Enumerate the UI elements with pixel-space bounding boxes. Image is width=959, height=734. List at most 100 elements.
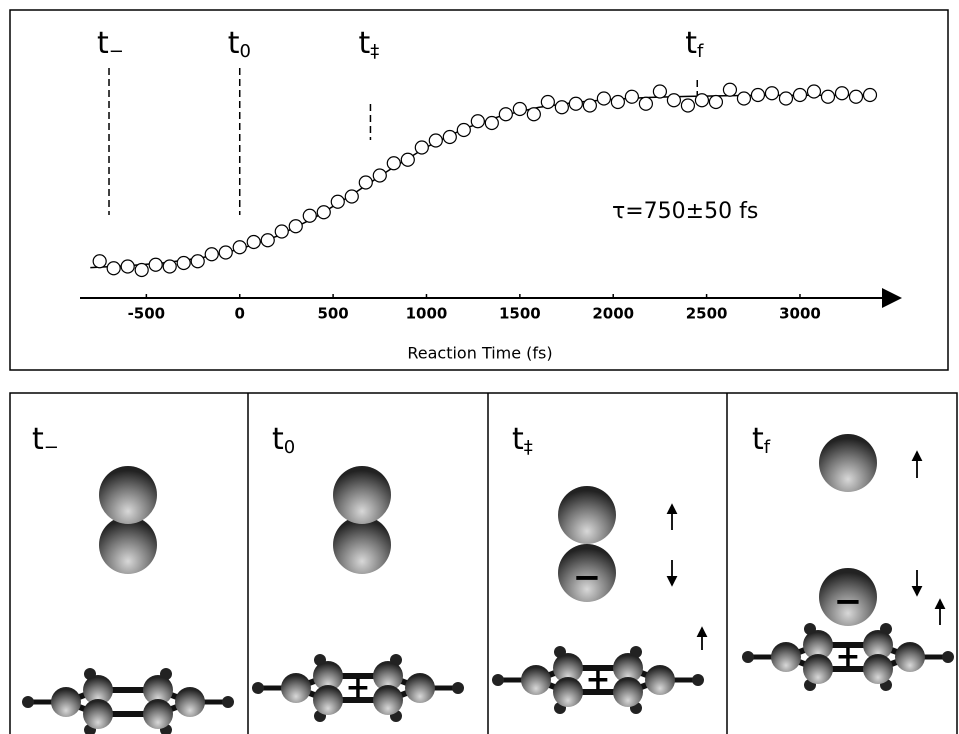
chart-frame	[9, 9, 949, 371]
data-point	[372, 168, 387, 183]
time-marker-subscript: ‡	[370, 41, 379, 62]
carbon-atom	[645, 665, 675, 695]
carbon-atom	[281, 673, 311, 703]
halogen-atom	[99, 516, 157, 574]
data-point	[666, 93, 682, 108]
carbon-atom	[143, 675, 173, 705]
hydrogen-atom	[252, 682, 264, 694]
panel-label-subscript: 0	[284, 437, 295, 458]
time-marker-symbol: t	[358, 26, 370, 61]
data-point	[246, 234, 261, 250]
data-point	[848, 89, 864, 104]
time-marker-symbol: t	[228, 26, 240, 61]
hydrogen-atom	[692, 674, 704, 686]
hydrogen-atom	[492, 674, 504, 686]
data-point	[260, 233, 275, 248]
panel-label: t‡	[512, 422, 533, 459]
data-point	[764, 86, 780, 101]
panel-label: t0	[272, 422, 295, 459]
data-point	[148, 257, 163, 272]
atom-charge: −	[834, 582, 863, 622]
data-point	[862, 87, 878, 103]
hydrogen-atom	[942, 651, 954, 663]
carbon-atom	[771, 642, 801, 672]
data-point	[92, 254, 107, 269]
panel-label-subscript: ‡	[524, 437, 533, 458]
halogen-atom	[333, 466, 391, 524]
data-point	[428, 133, 443, 148]
data-point	[778, 91, 794, 106]
time-marker-label: tf	[685, 26, 704, 63]
data-point	[512, 101, 527, 117]
carbon-atom	[803, 654, 833, 684]
annotation: τ=750±50 fs	[612, 199, 758, 224]
halogen-atom	[333, 516, 391, 574]
panel-label-symbol: t	[272, 422, 284, 457]
x-tick-label: 1000	[406, 305, 448, 323]
data-point	[498, 107, 513, 122]
hydrogen-atom	[22, 696, 34, 708]
halogen-atom	[558, 544, 616, 602]
data-point	[820, 89, 836, 104]
hydrogen-atom	[452, 682, 464, 694]
data-point	[652, 84, 668, 99]
time-marker-subscript: f	[697, 41, 704, 62]
data-point	[470, 114, 485, 129]
halogen-atom	[819, 568, 877, 626]
data-point	[568, 96, 583, 111]
data-point	[274, 224, 289, 239]
panel-label-subscript: −	[44, 437, 59, 458]
data-point	[708, 94, 724, 110]
x-tick-label: 0	[235, 305, 245, 323]
x-tick-label: 2000	[592, 305, 634, 323]
ring-charge: +	[835, 640, 860, 675]
panel-label-symbol: t	[752, 422, 764, 457]
carbon-atom	[51, 687, 81, 717]
halogen-atom	[558, 486, 616, 544]
panel-frame	[9, 392, 958, 734]
data-point	[302, 208, 317, 223]
carbon-atom	[313, 685, 343, 715]
panel-label-symbol: t	[32, 422, 44, 457]
data-point	[162, 259, 177, 274]
panel-label: t−	[32, 422, 59, 459]
carbon-atom	[613, 653, 643, 683]
data-point	[386, 156, 401, 171]
hydrogen-atom	[222, 696, 234, 708]
ring-charge: +	[345, 671, 370, 706]
x-axis-label: Reaction Time (fs)	[407, 344, 552, 363]
data-point	[344, 189, 359, 204]
time-marker-label: t‡	[358, 26, 379, 63]
data-point	[694, 93, 710, 108]
carbon-atom	[313, 661, 343, 691]
data-point	[680, 98, 696, 113]
data-point	[722, 82, 738, 97]
data-point	[218, 245, 233, 260]
x-tick-label: 1500	[499, 305, 541, 323]
data-point	[176, 255, 191, 271]
data-point	[638, 96, 654, 111]
data-point	[106, 261, 121, 276]
carbon-atom	[521, 665, 551, 695]
data-point	[582, 98, 597, 113]
carbon-atom	[553, 677, 583, 707]
carbon-atom	[83, 699, 113, 729]
carbon-atom	[373, 685, 403, 715]
carbon-atom	[863, 630, 893, 660]
carbon-atom	[863, 654, 893, 684]
data-point	[540, 94, 555, 110]
data-point	[596, 91, 611, 106]
data-point	[750, 87, 766, 103]
data-point	[484, 115, 499, 131]
carbon-atom	[803, 630, 833, 660]
carbon-atom	[175, 687, 205, 717]
x-tick-label: -500	[128, 305, 166, 323]
data-point	[526, 107, 541, 122]
carbon-atom	[405, 673, 435, 703]
carbon-atom	[143, 699, 173, 729]
panel-label: tf	[752, 422, 771, 459]
ring-charge: +	[585, 663, 610, 698]
carbon-atom	[613, 677, 643, 707]
